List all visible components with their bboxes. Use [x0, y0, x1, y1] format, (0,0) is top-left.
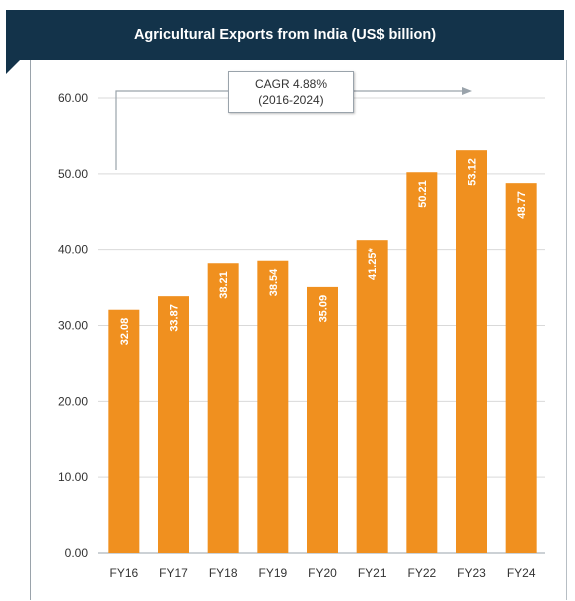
bar — [456, 150, 487, 553]
data-label: 32.08 — [119, 318, 131, 346]
y-tick-label: 50.00 — [58, 167, 88, 181]
x-tick-label: FY22 — [407, 566, 436, 580]
bar — [158, 296, 189, 553]
panel-border-left — [30, 60, 31, 600]
bar — [505, 183, 537, 553]
data-label: 38.21 — [218, 271, 230, 299]
data-label: 41.25* — [367, 247, 379, 280]
x-tick-label: FY16 — [109, 566, 138, 580]
y-tick-label: 40.00 — [58, 243, 88, 257]
data-label: 48.77 — [516, 191, 528, 219]
bar — [207, 263, 239, 553]
chart-title: Agricultural Exports from India (US$ bil… — [6, 10, 564, 60]
data-label: 33.87 — [169, 304, 181, 332]
bar — [356, 240, 388, 553]
bar — [108, 309, 140, 553]
cagr-annotation-line2: (2016-2024) — [258, 93, 324, 107]
data-label: 35.09 — [318, 295, 330, 323]
cagr-annotation: CAGR 4.88% (2016-2024) — [228, 71, 354, 113]
data-label: 50.21 — [417, 180, 429, 208]
data-label: 53.12 — [467, 158, 479, 186]
y-tick-label: 10.00 — [58, 470, 88, 484]
bar — [406, 172, 438, 553]
panel-border-right — [566, 60, 567, 600]
bar — [307, 286, 338, 553]
y-tick-label: 0.00 — [65, 546, 89, 560]
y-tick-label: 20.00 — [58, 394, 88, 408]
y-tick-label: 30.00 — [58, 319, 88, 333]
cagr-bracket-line — [115, 90, 228, 170]
cagr-annotation-line1: CAGR 4.88% — [254, 77, 328, 91]
x-tick-label: FY17 — [159, 566, 188, 580]
bar — [257, 260, 289, 553]
x-tick-label: FY24 — [507, 566, 536, 580]
header-corner-decoration — [6, 60, 20, 74]
data-label: 38.54 — [268, 268, 280, 296]
x-tick-label: FY19 — [258, 566, 287, 580]
cagr-arrowhead — [462, 87, 472, 95]
x-tick-label: FY23 — [457, 566, 486, 580]
y-tick-label: 60.00 — [58, 91, 88, 105]
x-tick-label: FY20 — [308, 566, 337, 580]
x-tick-label: FY21 — [358, 566, 387, 580]
x-tick-label: FY18 — [209, 566, 238, 580]
